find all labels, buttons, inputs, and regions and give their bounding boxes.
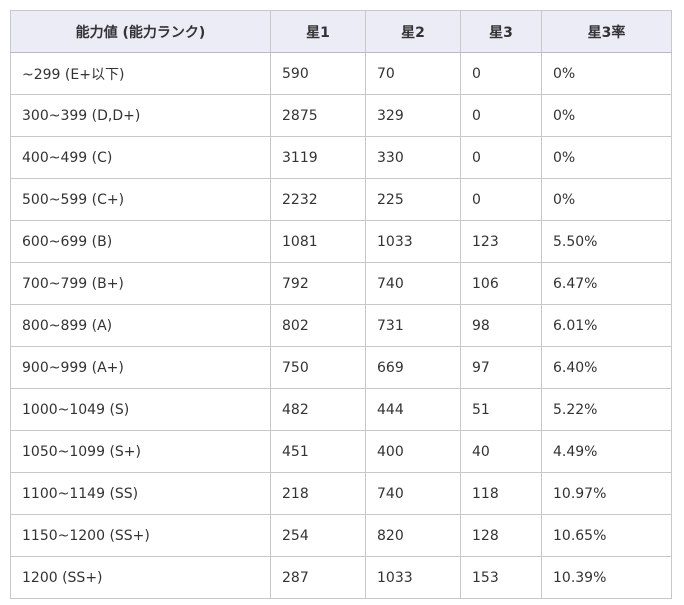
ability-range-cell: 600~699 (B)	[10, 220, 271, 263]
star2-count-cell: 669	[365, 346, 461, 389]
star3-rate-cell: 6.47%	[541, 262, 672, 305]
star3-rate-cell: 10.39%	[541, 556, 672, 599]
ability-range-cell: 1100~1149 (SS)	[10, 472, 271, 515]
star3-count-cell: 40	[460, 430, 542, 473]
star2-count-cell: 225	[365, 178, 461, 221]
star2-count-cell: 1033	[365, 220, 461, 263]
star1-count-cell: 451	[270, 430, 366, 473]
star1-count-cell: 287	[270, 556, 366, 599]
star3-count-cell: 118	[460, 472, 542, 515]
table-row: 1100~1149 (SS) 218 740 118 10.97%	[10, 472, 672, 515]
star3-count-cell: 0	[460, 94, 542, 137]
star2-count-cell: 740	[365, 262, 461, 305]
star3-rate-cell: 0%	[541, 136, 672, 179]
star3-count-cell: 0	[460, 52, 542, 95]
star3-rate-cell: 5.22%	[541, 388, 672, 431]
star1-count-cell: 482	[270, 388, 366, 431]
star3-count-cell: 0	[460, 136, 542, 179]
star2-count-cell: 330	[365, 136, 461, 179]
header-star3-rate: 星3率	[541, 10, 672, 53]
table-row: 800~899 (A) 802 731 98 6.01%	[10, 304, 672, 347]
star3-rate-cell: 6.40%	[541, 346, 672, 389]
table-row: 1050~1099 (S+) 451 400 40 4.49%	[10, 430, 672, 473]
star3-count-cell: 0	[460, 178, 542, 221]
star2-count-cell: 329	[365, 94, 461, 137]
table-row: ~299 (E+以下) 590 70 0 0%	[10, 52, 672, 95]
table-row: 500~599 (C+) 2232 225 0 0%	[10, 178, 672, 221]
star1-count-cell: 218	[270, 472, 366, 515]
ability-range-cell: 800~899 (A)	[10, 304, 271, 347]
stats-table: 能力値 (能力ランク) 星1 星2 星3 星3率 ~299 (E+以下) 590 7…	[10, 10, 672, 599]
star3-rate-cell: 6.01%	[541, 304, 672, 347]
star3-count-cell: 97	[460, 346, 542, 389]
star3-rate-cell: 0%	[541, 94, 672, 137]
star1-count-cell: 3119	[270, 136, 366, 179]
star3-rate-cell: 0%	[541, 178, 672, 221]
ability-range-cell: 400~499 (C)	[10, 136, 271, 179]
ability-range-cell: 1000~1049 (S)	[10, 388, 271, 431]
table-row: 1000~1049 (S) 482 444 51 5.22%	[10, 388, 672, 431]
star1-count-cell: 590	[270, 52, 366, 95]
star3-count-cell: 153	[460, 556, 542, 599]
star3-count-cell: 128	[460, 514, 542, 557]
star1-count-cell: 792	[270, 262, 366, 305]
star1-count-cell: 802	[270, 304, 366, 347]
star3-count-cell: 106	[460, 262, 542, 305]
header-ability-value: 能力値 (能力ランク)	[10, 10, 271, 53]
table-row: 900~999 (A+) 750 669 97 6.40%	[10, 346, 672, 389]
star2-count-cell: 1033	[365, 556, 461, 599]
ability-range-cell: 1200 (SS+)	[10, 556, 271, 599]
table-row: 400~499 (C) 3119 330 0 0%	[10, 136, 672, 179]
header-star1: 星1	[270, 10, 366, 53]
ability-range-cell: ~299 (E+以下)	[10, 52, 271, 95]
star3-rate-cell: 10.65%	[541, 514, 672, 557]
star2-count-cell: 400	[365, 430, 461, 473]
header-star3: 星3	[460, 10, 542, 53]
table-row: 600~699 (B) 1081 1033 123 5.50%	[10, 220, 672, 263]
star3-rate-cell: 0%	[541, 52, 672, 95]
star2-count-cell: 731	[365, 304, 461, 347]
ability-range-cell: 700~799 (B+)	[10, 262, 271, 305]
star3-count-cell: 123	[460, 220, 542, 263]
star1-count-cell: 1081	[270, 220, 366, 263]
ability-range-cell: 900~999 (A+)	[10, 346, 271, 389]
star3-rate-cell: 10.97%	[541, 472, 672, 515]
ability-range-cell: 1150~1200 (SS+)	[10, 514, 271, 557]
star2-count-cell: 820	[365, 514, 461, 557]
star2-count-cell: 740	[365, 472, 461, 515]
star1-count-cell: 750	[270, 346, 366, 389]
table-row: 1150~1200 (SS+) 254 820 128 10.65%	[10, 514, 672, 557]
ability-range-cell: 300~399 (D,D+)	[10, 94, 271, 137]
star2-count-cell: 70	[365, 52, 461, 95]
star3-rate-cell: 5.50%	[541, 220, 672, 263]
table-header-row: 能力値 (能力ランク) 星1 星2 星3 星3率	[10, 10, 672, 53]
table-row: 700~799 (B+) 792 740 106 6.47%	[10, 262, 672, 305]
header-star2: 星2	[365, 10, 461, 53]
star1-count-cell: 254	[270, 514, 366, 557]
star1-count-cell: 2232	[270, 178, 366, 221]
star3-rate-cell: 4.49%	[541, 430, 672, 473]
table-row: 300~399 (D,D+) 2875 329 0 0%	[10, 94, 672, 137]
ability-range-cell: 500~599 (C+)	[10, 178, 271, 221]
star3-count-cell: 98	[460, 304, 542, 347]
star2-count-cell: 444	[365, 388, 461, 431]
star3-count-cell: 51	[460, 388, 542, 431]
ability-range-cell: 1050~1099 (S+)	[10, 430, 271, 473]
table-row: 1200 (SS+) 287 1033 153 10.39%	[10, 556, 672, 599]
star1-count-cell: 2875	[270, 94, 366, 137]
